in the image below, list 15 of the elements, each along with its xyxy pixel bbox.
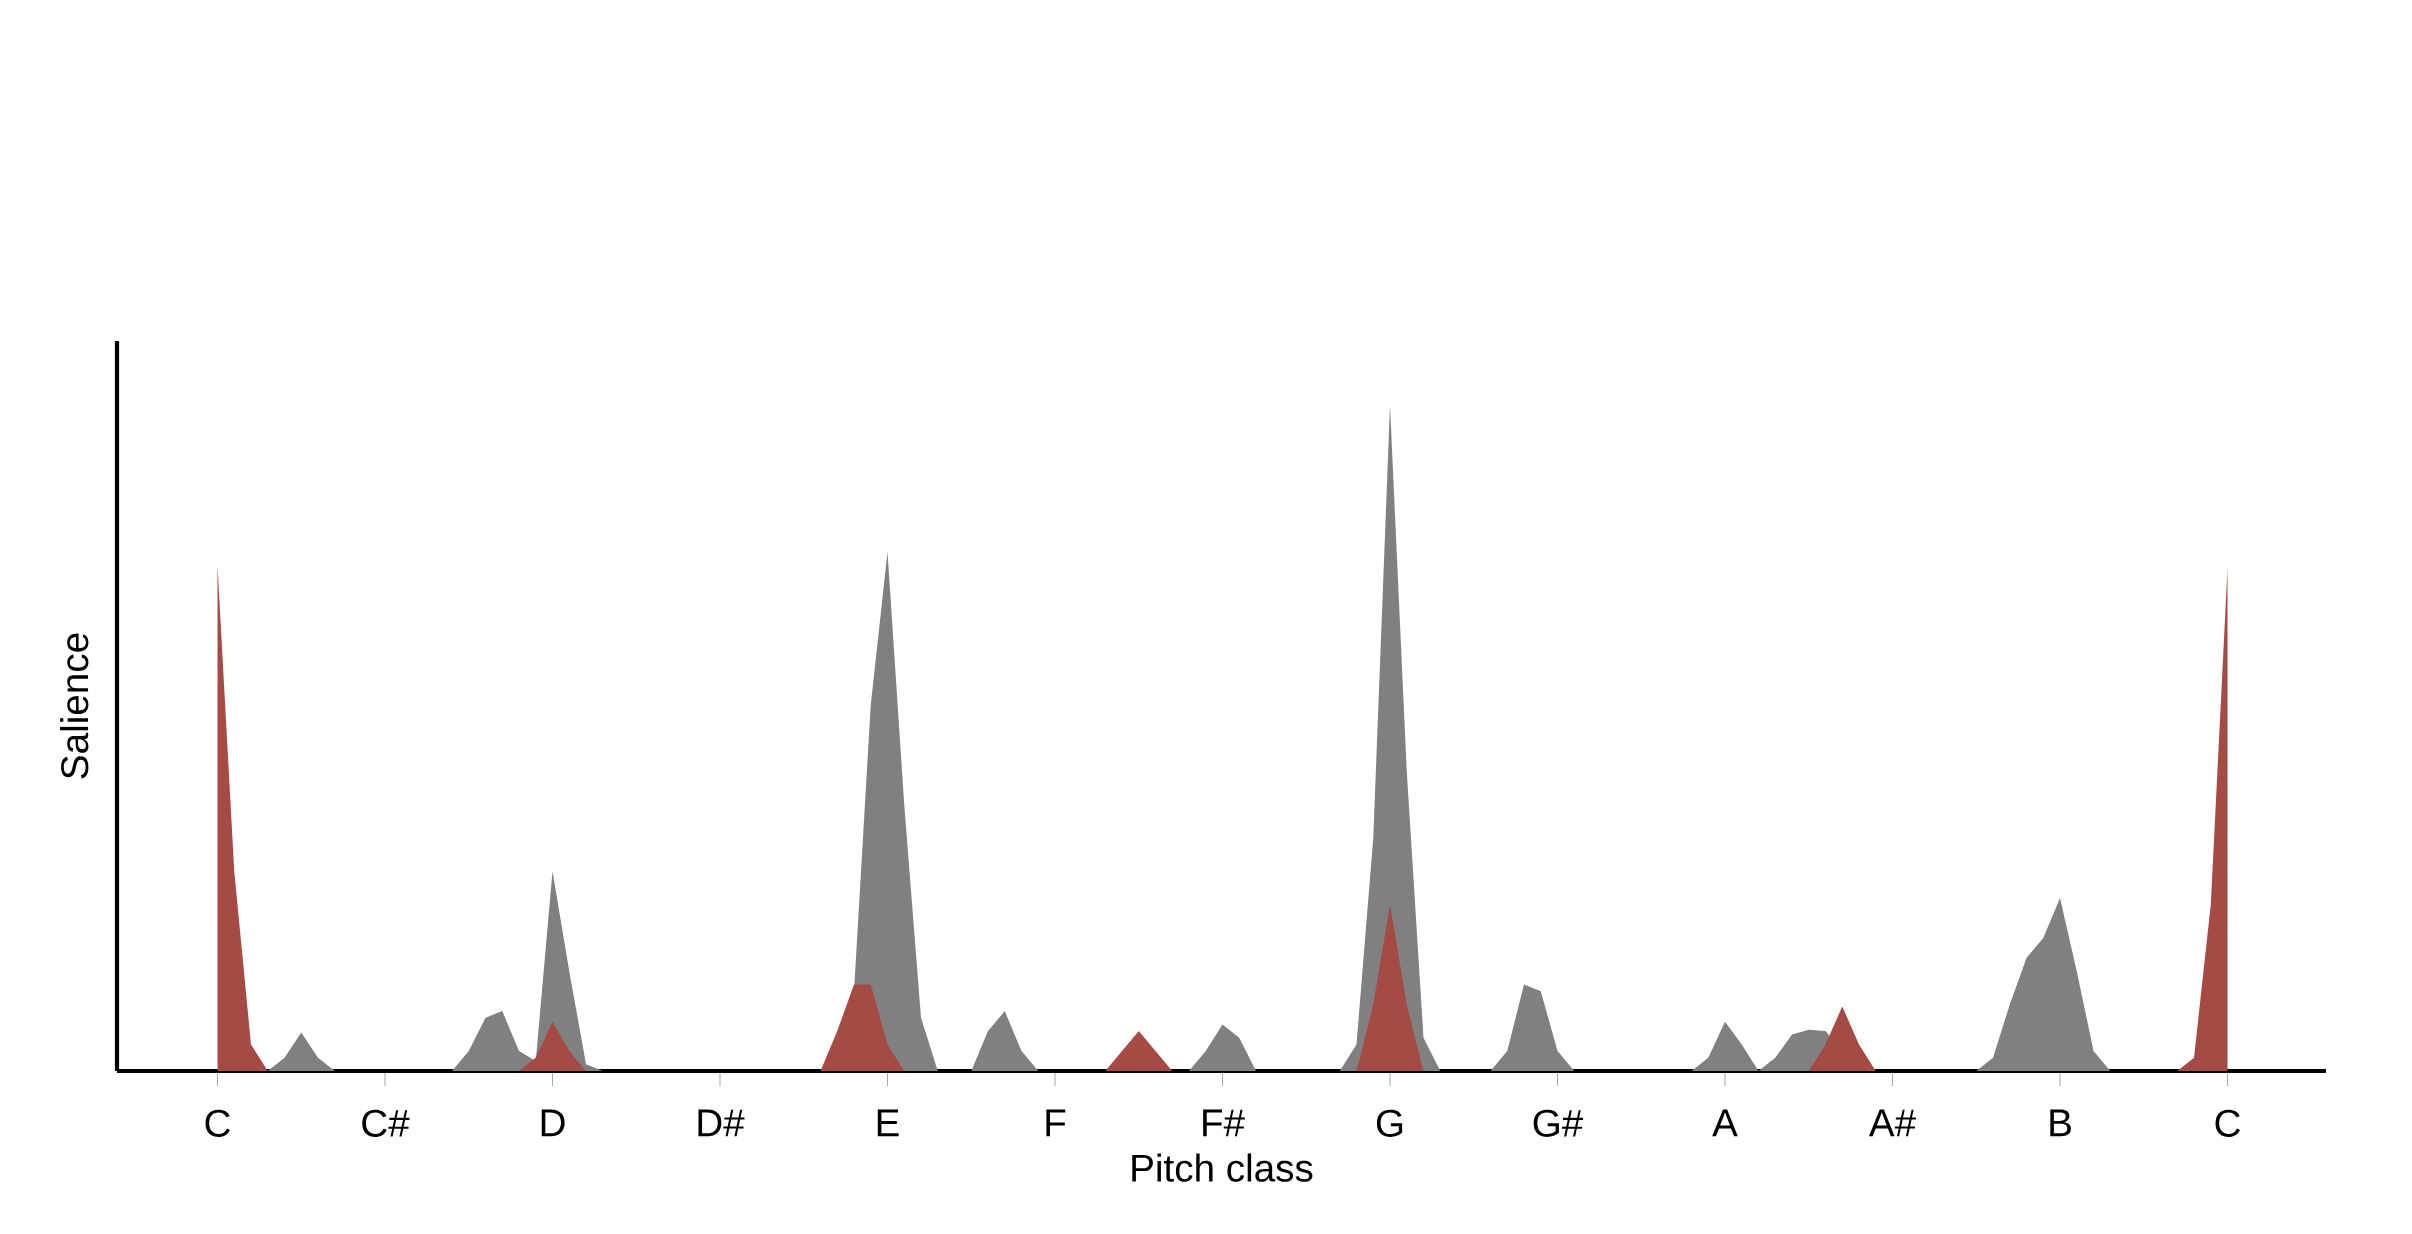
x-tick-label: C [205,1109,231,1137]
x-tick-label: D [541,1109,565,1137]
y-axis-title: Salience [60,633,89,779]
x-tick-label: F# [1203,1109,1245,1137]
x-axis-title: Pitch class [1132,1153,1313,1182]
x-tick-label: B [2050,1109,2071,1137]
x-tick-label: A# [1868,1109,1916,1137]
x-tick-label: F [1046,1109,1066,1137]
x-tick-label: E [877,1109,899,1137]
x-tick-label: C [2215,1109,2241,1137]
x-tick-label: D# [698,1109,745,1137]
x-tick-label: G [1376,1109,1403,1137]
x-tick-label: A [1712,1109,1738,1137]
x-tick-label: G# [1533,1109,1584,1137]
x-tick-label: C# [362,1109,410,1137]
